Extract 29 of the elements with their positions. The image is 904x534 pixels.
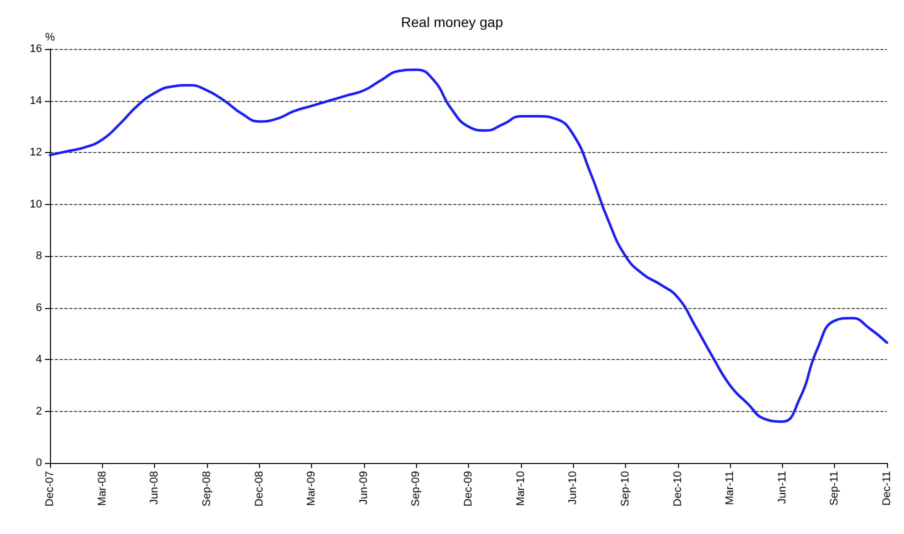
y-tick-label: 4 <box>36 354 42 366</box>
y-tick-label: 12 <box>30 146 42 158</box>
x-tick-label: Sep-09 <box>410 471 422 506</box>
x-tick-label: Mar-09 <box>306 471 318 506</box>
x-tick-label: Dec-08 <box>253 471 266 506</box>
x-tick-label: Mar-11 <box>724 471 736 506</box>
x-tick-label: Jun-09 <box>358 471 370 505</box>
y-tick-label: 8 <box>36 250 42 262</box>
chart-title: Real money gap <box>401 14 504 30</box>
x-tick-label: Mar-08 <box>96 471 108 506</box>
x-tick-label: Jun-10 <box>567 471 580 505</box>
y-tick-label: 10 <box>30 198 42 210</box>
x-tick-label: Dec-07 <box>44 471 56 506</box>
x-tick-label: Dec-10 <box>672 471 684 506</box>
y-tick-label: 16 <box>30 43 42 55</box>
x-tick-label: Dec-11 <box>881 471 893 506</box>
x-tick-label: Jun-11 <box>776 471 788 504</box>
line-series <box>48 68 888 423</box>
x-tick-label: Mar-10 <box>514 471 527 506</box>
x-tick-label: Jun-08 <box>148 471 161 505</box>
y-axis-title: % <box>45 32 56 44</box>
x-tick-label: Sep-08 <box>200 471 213 506</box>
x-tick-label: Dec-09 <box>462 471 474 506</box>
y-tick-label: 0 <box>36 457 42 469</box>
y-tick-label: 6 <box>36 302 42 314</box>
x-tick-label: Sep-10 <box>619 471 632 506</box>
x-tick-label: Sep-11 <box>828 471 841 506</box>
y-tick-label: 14 <box>30 94 42 107</box>
y-tick-label: 2 <box>36 405 42 418</box>
